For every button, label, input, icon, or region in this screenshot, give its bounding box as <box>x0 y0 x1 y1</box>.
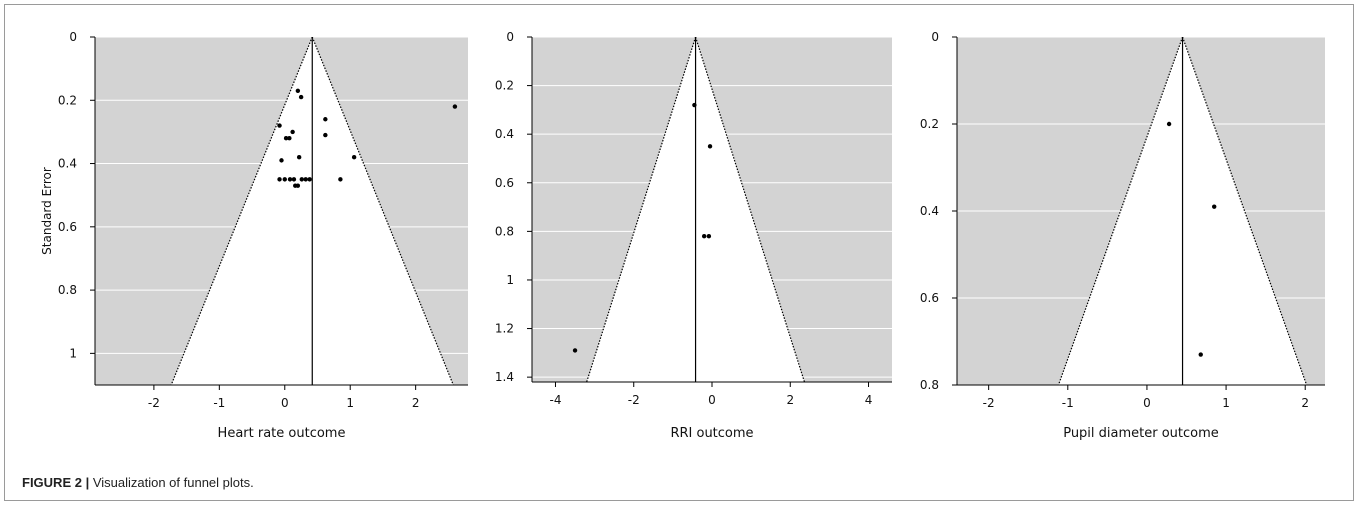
data-point <box>307 177 312 182</box>
x-tick-label: -2 <box>628 393 640 407</box>
y-tick-label: 0.2 <box>495 79 514 93</box>
data-point <box>295 183 301 188</box>
y-tick-label: 0.4 <box>920 204 939 218</box>
figure-caption: FIGURE 2 | Visualization of funnel plots… <box>22 475 254 490</box>
y-tick-label: 0 <box>931 30 939 44</box>
x-tick-label: -1 <box>1062 396 1074 410</box>
x-tick-label: 0 <box>1143 396 1151 410</box>
y-tick-label: 0.4 <box>58 157 77 171</box>
x-axis-label: RRI outcome <box>670 426 753 441</box>
x-tick-label: -4 <box>549 393 561 407</box>
data-point <box>290 129 295 135</box>
y-tick-label: 1 <box>506 273 514 287</box>
data-point <box>287 177 293 182</box>
data-point <box>338 177 343 182</box>
x-tick-label: -1 <box>213 396 225 410</box>
y-tick-label: 0.4 <box>495 127 514 141</box>
y-tick-label: 0.6 <box>920 291 939 305</box>
data-point <box>707 144 713 149</box>
x-tick-label: 2 <box>412 396 420 410</box>
x-tick-label: -2 <box>148 396 160 410</box>
y-tick-label: 0.6 <box>58 220 77 234</box>
y-tick-label: 1 <box>69 346 77 360</box>
y-tick-label: 0.6 <box>495 176 514 190</box>
data-point <box>283 136 289 141</box>
data-point <box>706 234 712 239</box>
data-point <box>279 158 284 163</box>
x-axis-label: Heart rate outcome <box>218 426 346 441</box>
data-point <box>296 155 302 160</box>
data-point <box>1166 121 1172 127</box>
caption-label: FIGURE 2 | <box>22 475 90 490</box>
caption-text: Visualization of funnel plots. <box>89 475 254 490</box>
funnel-right-bound <box>311 37 454 385</box>
data-point <box>291 177 297 182</box>
x-tick-label: -2 <box>983 396 995 410</box>
data-point <box>299 177 304 182</box>
y-tick-label: 1.2 <box>495 322 514 336</box>
funnel-left-bound <box>586 37 697 382</box>
data-point <box>323 132 328 138</box>
y-tick-label: 0 <box>69 30 77 44</box>
data-point <box>298 94 304 100</box>
funnel-plot-3: 0 0.2 0.4 0.6 0.8 -2 -1 0 1 2 Pupil diameter outco… <box>920 30 1325 441</box>
data-point <box>572 348 578 353</box>
y-tick-label: 0 <box>506 30 514 44</box>
data-point <box>701 234 707 239</box>
y-axis-label: Standard Error <box>40 167 54 255</box>
x-axis-label: Pupil diameter outcome <box>1063 426 1219 441</box>
y-tick-label: 1.4 <box>495 370 514 384</box>
data-point <box>351 155 357 160</box>
funnel-plot-2: 0 0.2 0.4 0.6 0.8 1 1.2 1.4 -4 -2 0 2 4 RRI outcome <box>495 30 892 441</box>
data-point <box>323 117 328 122</box>
data-point <box>295 88 301 93</box>
data-point <box>692 102 697 108</box>
y-tick-label: 0.8 <box>495 224 514 238</box>
data-point <box>303 177 308 182</box>
x-tick-label: 2 <box>786 393 794 407</box>
data-point <box>277 177 282 182</box>
y-tick-label: 0.8 <box>920 378 939 392</box>
y-tick-label: 0.8 <box>58 283 77 297</box>
y-tick-label: 0.2 <box>58 93 77 107</box>
data-point <box>282 177 287 182</box>
y-tick-label: 0.2 <box>920 117 939 131</box>
data-point <box>287 136 292 141</box>
funnel-left-bound <box>170 37 313 385</box>
x-tick-label: 4 <box>865 393 873 407</box>
x-tick-label: 1 <box>1222 396 1230 410</box>
funnel-right-bound <box>694 37 806 382</box>
funnel-plot-1: 0 0.2 0.4 0.6 0.8 1 -2 -1 0 1 2 Heart rate outcome S… <box>40 30 468 441</box>
x-tick-label: 2 <box>1301 396 1309 410</box>
figure-frame <box>4 4 1354 501</box>
data-point <box>452 104 458 109</box>
data-point <box>1198 352 1203 357</box>
data-point <box>1212 204 1217 209</box>
x-tick-label: 1 <box>346 396 354 410</box>
data-point <box>277 123 282 128</box>
x-tick-label: 0 <box>281 396 289 410</box>
x-tick-label: 0 <box>708 393 716 407</box>
